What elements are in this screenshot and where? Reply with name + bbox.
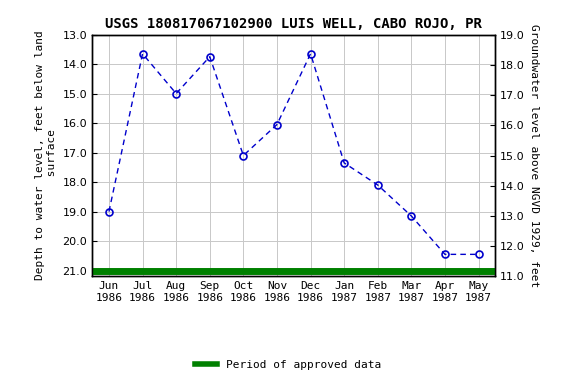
Title: USGS 180817067102900 LUIS WELL, CABO ROJO, PR: USGS 180817067102900 LUIS WELL, CABO ROJ… [105,17,482,31]
Y-axis label: Groundwater level above NGVD 1929, feet: Groundwater level above NGVD 1929, feet [529,24,539,287]
Legend: Period of approved data: Period of approved data [191,356,385,375]
Y-axis label: Depth to water level, feet below land
 surface: Depth to water level, feet below land su… [35,31,57,280]
